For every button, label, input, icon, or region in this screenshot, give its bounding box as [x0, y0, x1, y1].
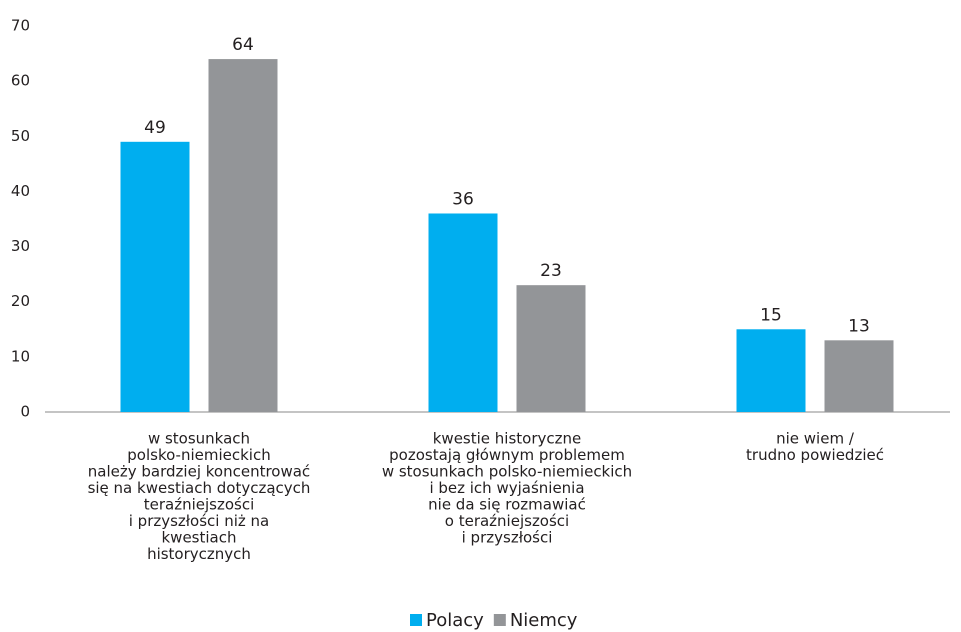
x-tick-label: historycznych: [147, 545, 251, 563]
x-tick-label: i przyszłości niż na: [129, 512, 270, 530]
value-label: 64: [232, 35, 254, 55]
x-tick-label: należy bardziej koncentrować: [88, 463, 310, 481]
legend-swatch: [493, 614, 506, 626]
x-tick-label: o teraźniejszości: [445, 512, 569, 530]
bar: [428, 213, 498, 412]
value-label: 13: [848, 316, 870, 336]
legend-label: Polacy: [426, 610, 484, 631]
value-label: 49: [144, 118, 166, 138]
x-tick-label: i przyszłości: [462, 529, 553, 547]
bar: [208, 59, 278, 412]
y-tick-label: 30: [11, 237, 30, 255]
y-tick-label: 70: [11, 17, 30, 35]
value-label: 36: [452, 189, 474, 209]
x-tick-label: trudno powiedzieć: [746, 446, 884, 464]
y-tick-label: 10: [11, 347, 30, 365]
bar: [736, 329, 806, 412]
x-tick-label: pozostają głównym problemem: [389, 446, 625, 464]
y-tick-label: 60: [11, 72, 30, 90]
x-tick-label: i bez ich wyjaśnienia: [429, 479, 584, 497]
legend-label: Niemcy: [510, 610, 578, 631]
bar: [516, 285, 586, 412]
x-tick-label: kwestie historyczne: [433, 430, 582, 448]
bar: [824, 340, 894, 412]
x-tick-label: w stosunkach: [148, 430, 250, 448]
bar: [120, 141, 190, 413]
y-tick-label: 50: [11, 127, 30, 145]
y-tick-label: 20: [11, 292, 30, 310]
x-tick-label: się na kwestiach dotyczących: [88, 479, 311, 497]
x-tick-label: polsko-niemieckich: [127, 446, 270, 464]
x-tick-label: nie wiem /: [776, 430, 855, 448]
y-tick-label: 40: [11, 182, 30, 200]
y-tick-label: 0: [20, 403, 30, 421]
x-tick-label: w stosunkach polsko-niemieckich: [382, 463, 632, 481]
value-label: 23: [540, 261, 562, 281]
legend-swatch: [410, 614, 422, 626]
x-tick-label: kwestiach: [162, 529, 237, 547]
x-tick-label: teraźniejszości: [144, 496, 255, 514]
x-tick-label: nie da się rozmawiać: [428, 496, 586, 514]
value-label: 15: [760, 305, 782, 325]
